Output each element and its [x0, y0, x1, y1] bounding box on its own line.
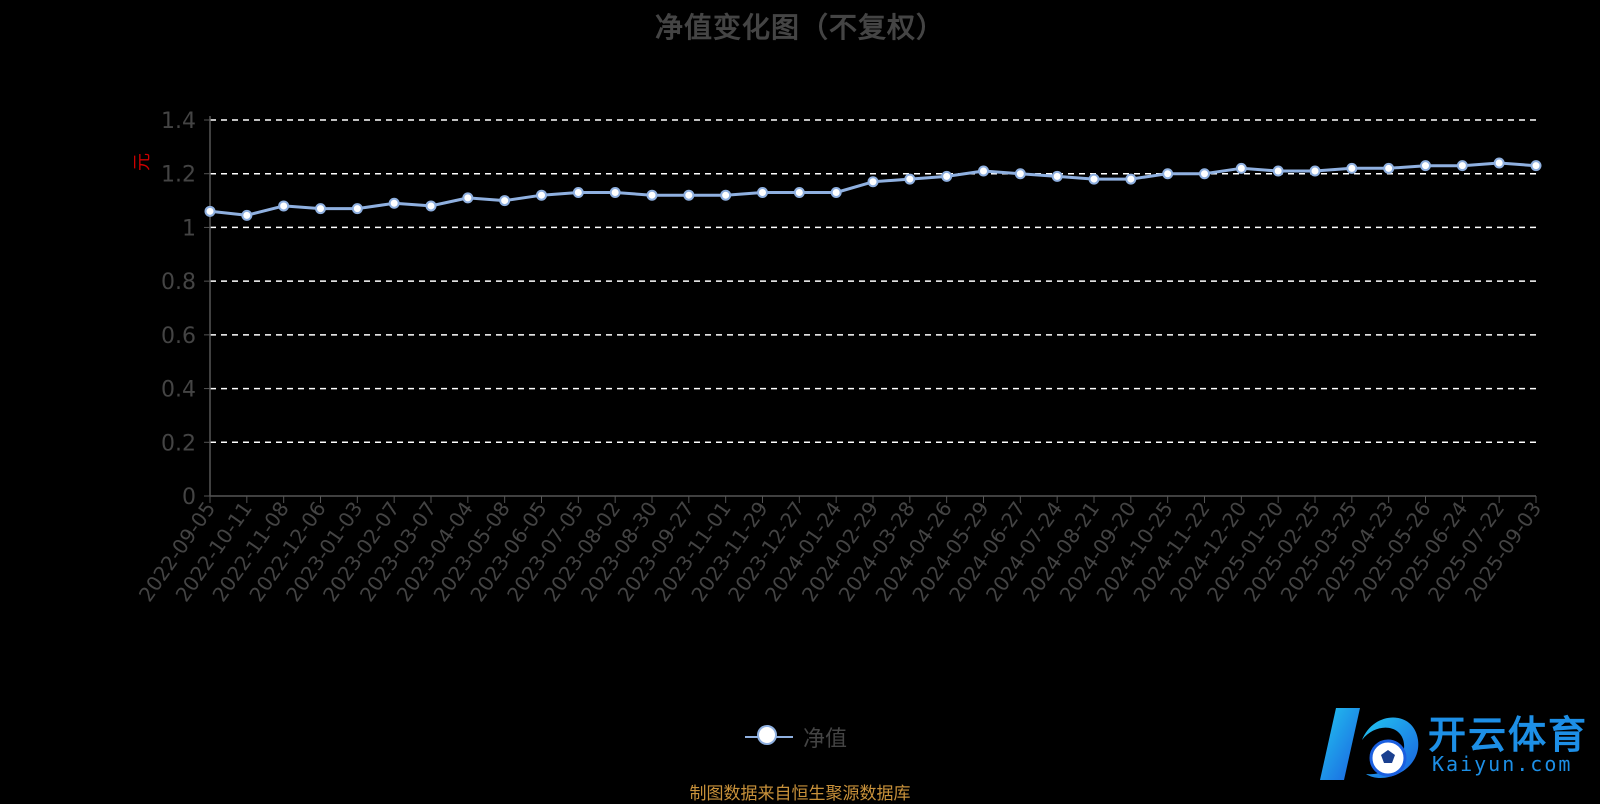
data-point [278, 200, 290, 212]
data-point [1235, 162, 1247, 174]
data-point [1493, 157, 1505, 169]
data-point [646, 189, 658, 201]
data-point [609, 187, 621, 199]
y-tick-label: 1.4 [161, 109, 196, 134]
y-tick-label: 0.6 [161, 324, 196, 349]
data-point [941, 170, 953, 182]
y-tick-label: 0 [182, 485, 196, 510]
data-point [683, 189, 695, 201]
data-point [830, 187, 842, 199]
series-line-净值 [209, 161, 1537, 217]
y-tick-label: 1 [182, 216, 196, 241]
data-point [1162, 168, 1174, 180]
data-point [1051, 170, 1063, 182]
data-point [204, 205, 216, 217]
source-note: 制图数据来自恒生聚源数据库 [689, 784, 911, 804]
data-point [1456, 160, 1468, 172]
data-point [757, 187, 768, 199]
y-tick-label: 0.2 [161, 431, 196, 456]
data-point [1530, 160, 1542, 172]
data-point [1125, 173, 1137, 185]
data-point [904, 173, 916, 185]
data-point [1272, 165, 1284, 177]
data-point [425, 200, 437, 212]
data-point [388, 197, 400, 209]
y-axis-unit-label: 元 [132, 153, 153, 171]
brand-logo: 开云体育 Kaiyun.com [1314, 700, 1594, 790]
data-point [241, 209, 253, 221]
data-point [1199, 168, 1210, 180]
y-tick-label: 0.4 [161, 378, 196, 403]
logo-mark-icon [1320, 708, 1419, 780]
legend-line-marker [745, 725, 793, 745]
data-point [1346, 162, 1358, 174]
logo-url: Kaiyun.com [1432, 752, 1573, 776]
legend-label: 净值 [803, 727, 848, 752]
legend[interactable]: 净值 [745, 722, 847, 752]
data-point [572, 187, 584, 199]
data-point [462, 192, 474, 204]
data-point [499, 195, 511, 207]
data-point [536, 189, 547, 201]
data-point [1088, 173, 1100, 185]
data-point [1309, 165, 1321, 177]
y-tick-label: 0.8 [161, 270, 196, 295]
y-tick-label: 1.2 [161, 163, 196, 188]
data-point [1383, 162, 1395, 174]
logo-name: 开云体育 [1428, 713, 1589, 757]
data-point [793, 187, 805, 199]
chart-title: 净值变化图（不复权） [654, 11, 945, 44]
data-point [867, 176, 879, 188]
data-point [351, 203, 363, 215]
data-point [315, 203, 326, 215]
data-point [978, 165, 989, 177]
legend-dot-icon [757, 725, 777, 745]
data-point [1420, 160, 1431, 172]
data-point [720, 189, 732, 201]
data-point [1014, 168, 1026, 180]
